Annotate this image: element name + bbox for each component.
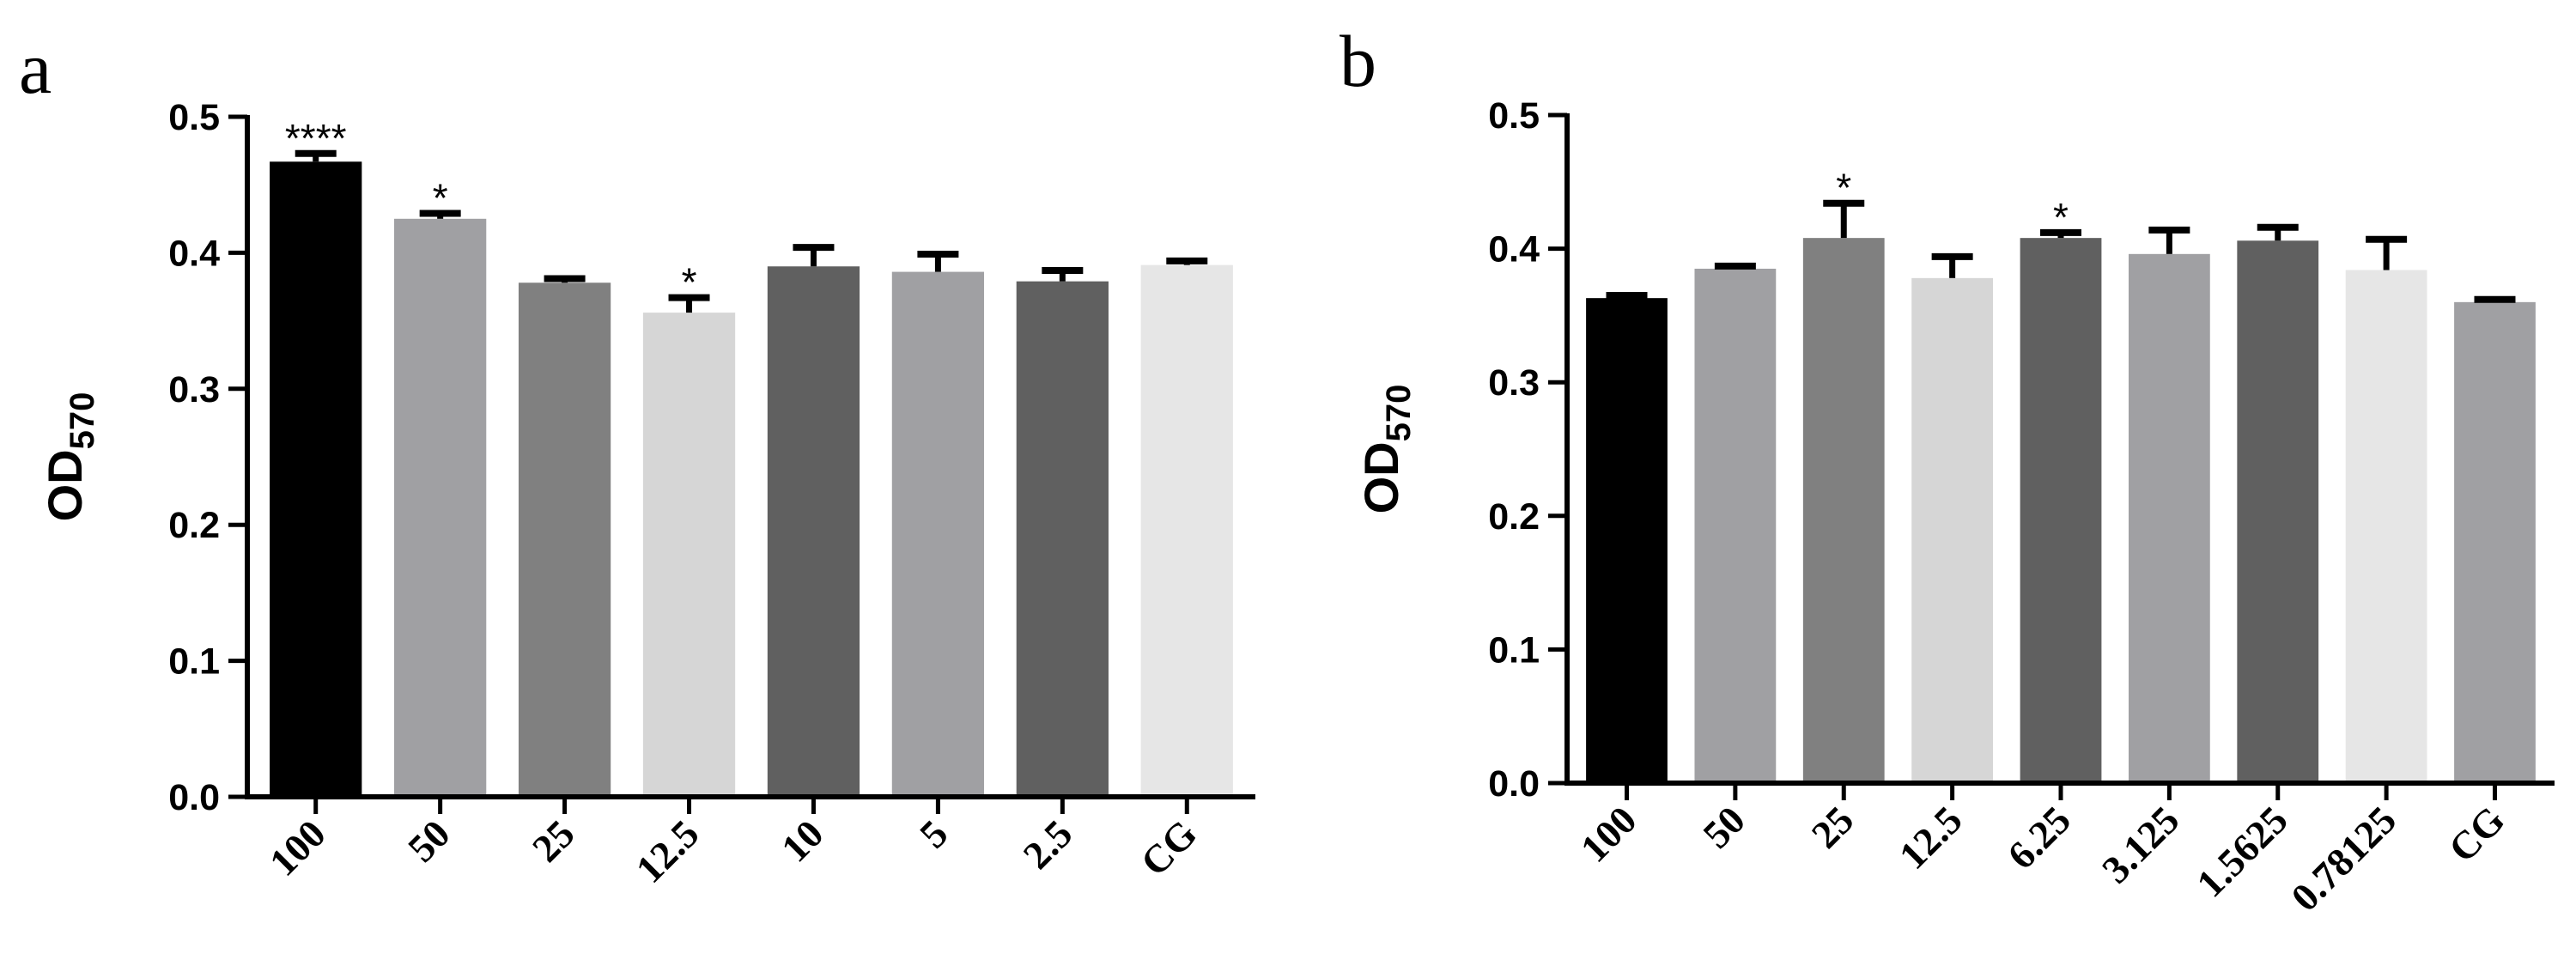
x-tick-label: 50 — [399, 811, 459, 871]
significance-marker: * — [433, 175, 448, 220]
bar-25 — [518, 282, 611, 797]
x-tick-label: 3.125 — [2093, 798, 2187, 891]
y-axis-title-main: OD — [38, 449, 92, 521]
y-tick-label: 0.2 — [168, 505, 220, 546]
y-axis-title-main: OD — [1354, 441, 1408, 513]
panel-letter: a — [19, 27, 52, 109]
y-tick-label: 0.0 — [1488, 763, 1540, 805]
x-tick-label: CG — [1133, 811, 1206, 884]
bar-100 — [270, 161, 362, 798]
x-tick-label: 12.5 — [628, 811, 708, 891]
significance-marker: * — [1836, 166, 1851, 210]
x-tick-label: 12.5 — [1891, 798, 1971, 878]
y-tick-label: 0.5 — [168, 97, 220, 138]
x-tick-label: 2.5 — [1015, 811, 1081, 878]
panel-letter: b — [1340, 20, 1376, 102]
bar-2.5 — [1016, 281, 1109, 797]
significance-marker: **** — [285, 116, 347, 161]
bar-5 — [891, 271, 985, 797]
x-tick-label: 25 — [1803, 798, 1862, 857]
significance-marker: * — [2053, 195, 2069, 240]
bar-25 — [1802, 238, 1885, 784]
bar-12.5 — [1911, 277, 1994, 783]
bar-1.5625 — [2237, 240, 2319, 783]
y-tick-label: 0.3 — [168, 369, 220, 410]
x-tick-label: 6.25 — [1999, 798, 2079, 878]
significance-marker: * — [682, 260, 697, 305]
y-axis-title-subscript: 570 — [1380, 385, 1418, 442]
y-axis-title-subscript: 570 — [64, 392, 101, 450]
y-tick-label: 0.0 — [168, 777, 220, 818]
bar-3.125 — [2128, 253, 2210, 784]
bar-50 — [1694, 268, 1777, 783]
y-tick-label: 0.1 — [1488, 629, 1540, 671]
y-tick-label: 0.5 — [1488, 95, 1540, 137]
y-tick-label: 0.4 — [168, 233, 220, 274]
y-tick-label: 0.4 — [1488, 229, 1540, 270]
bar-0.78125 — [2345, 270, 2427, 784]
x-tick-label: CG — [2440, 798, 2513, 871]
bar-CG — [1140, 264, 1233, 797]
x-tick-label: 100 — [1572, 798, 1645, 871]
y-tick-label: 0.3 — [1488, 362, 1540, 404]
bar-50 — [394, 218, 487, 798]
y-axis-title: OD570 — [38, 392, 101, 522]
y-tick-label: 0.2 — [1488, 496, 1540, 538]
bar-10 — [767, 266, 860, 797]
x-tick-label: 50 — [1694, 798, 1753, 857]
x-tick-label: 5 — [911, 811, 956, 856]
x-tick-label: 10 — [773, 811, 832, 871]
bar-12.5 — [642, 313, 736, 797]
panel-b-chart: b * * 0.0 0.1 0.2 0.3 0.4 0.5 100 50 25 12.5 6.25 3.12… — [1340, 20, 2555, 920]
x-tick-label: 100 — [261, 811, 334, 884]
bar-100 — [1586, 298, 1668, 783]
y-axis-title: OD570 — [1354, 385, 1418, 514]
bar-CG — [2454, 301, 2536, 784]
y-tick-label: 0.1 — [168, 641, 220, 683]
x-tick-label: 1.5625 — [2188, 798, 2296, 906]
x-tick-label: 25 — [524, 811, 583, 871]
bar-6.25 — [2020, 238, 2102, 784]
x-tick-label: 0.78125 — [2282, 798, 2404, 920]
